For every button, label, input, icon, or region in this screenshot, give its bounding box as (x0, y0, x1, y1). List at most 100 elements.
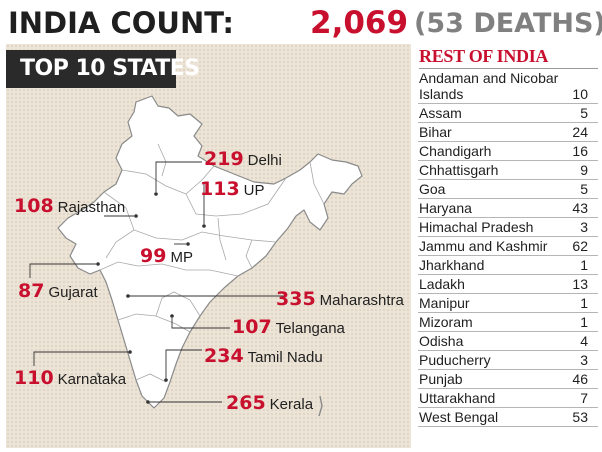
callout-kerala: 265 Kerala (226, 392, 313, 414)
list-item: Chhattisgarh 9 (418, 161, 598, 180)
marker-mp (186, 242, 190, 246)
list-item: Odisha 4 (418, 332, 598, 351)
state-count: 7 (580, 390, 588, 406)
list-item: Andaman and Nicobar Islands 10 (418, 69, 598, 104)
list-item: Uttarakhand 7 (418, 389, 598, 408)
state-name: Bihar (419, 124, 452, 140)
state-count: 3 (580, 219, 588, 235)
maharashtra-label: Maharashtra (319, 292, 404, 309)
tamilnadu-label: Tamil Nadu (247, 349, 323, 366)
maharashtra-count: 335 (276, 288, 316, 310)
list-item: Manipur 1 (418, 294, 598, 313)
list-item: Jharkhand 1 (418, 256, 598, 275)
mp-label: MP (170, 249, 193, 266)
state-count: 1 (580, 295, 588, 311)
kerala-label: Kerala (269, 396, 314, 413)
state-count: 13 (572, 276, 588, 292)
up-count: 113 (200, 178, 240, 200)
state-count: 46 (572, 371, 588, 387)
state-count: 10 (572, 86, 588, 102)
callout-maharashtra: 335 Maharashtra (276, 288, 404, 310)
state-name: Jharkhand (419, 257, 485, 273)
list-item: Ladakh 13 (418, 275, 598, 294)
list-item: Haryana 43 (418, 199, 598, 218)
rajasthan-label: Rajasthan (57, 199, 126, 216)
marker-up (202, 224, 206, 228)
marker-rajasthan (134, 214, 138, 218)
marker-karnataka (128, 350, 132, 354)
karnataka-label: Karnataka (57, 371, 127, 388)
state-count: 9 (580, 162, 588, 178)
andaman-islands (318, 395, 323, 417)
header: INDIA COUNT: 2,069 (53 DEATHS) (6, 4, 602, 42)
state-count: 5 (580, 105, 588, 121)
callout-mp: 99 MP (140, 245, 193, 267)
state-borders (99, 143, 325, 383)
state-name: West Bengal (419, 409, 499, 425)
tamilnadu-count: 234 (204, 345, 244, 367)
leader-tamilnadu (165, 349, 202, 378)
state-name: Manipur (419, 295, 470, 311)
state-name: Odisha (419, 333, 464, 349)
state-name: Punjab (419, 371, 463, 387)
callout-gujarat: 87 Gujarat (18, 280, 98, 302)
state-count: 53 (572, 409, 588, 425)
lakshadweep (96, 372, 100, 376)
leader-telangana (171, 318, 230, 329)
india-map (29, 95, 363, 417)
marker-kerala (146, 400, 150, 404)
state-count: 24 (572, 124, 588, 140)
delhi-count: 219 (204, 148, 244, 170)
total-cases: 2,069 (310, 5, 409, 41)
state-name: Puducherry (419, 352, 491, 368)
state-name: Andaman and Nicobar Islands (419, 70, 559, 102)
callout-karnataka: 110 Karnataka (14, 367, 126, 389)
leader-gujarat (29, 263, 96, 278)
karnataka-count: 110 (14, 367, 54, 389)
callout-up: 113 UP (200, 178, 265, 200)
top-states-banner: TOP 10 STATES (6, 50, 200, 88)
rest-of-india-list: Andaman and Nicobar Islands 10 Assam 5 Bihar… (418, 69, 598, 427)
leader-delhi (155, 161, 202, 192)
rajasthan-count: 108 (14, 195, 54, 217)
callout-tamilnadu: 234 Tamil Nadu (204, 345, 323, 367)
state-count: 62 (572, 238, 588, 254)
rest-of-india-title: REST OF INDIA (419, 44, 598, 69)
state-name: Ladakh (419, 276, 465, 292)
state-count: 1 (580, 257, 588, 273)
gujarat-label: Gujarat (48, 284, 98, 301)
state-name: Haryana (419, 200, 472, 216)
callout-rajasthan: 108 Rajasthan (14, 195, 125, 217)
list-item: Goa 5 (418, 180, 598, 199)
mp-count: 99 (140, 245, 167, 267)
callout-delhi: 219 Delhi (204, 148, 282, 170)
list-item: Punjab 46 (418, 370, 598, 389)
page-title: INDIA COUNT: (8, 6, 235, 40)
up-label: UP (243, 182, 265, 199)
delhi-label: Delhi (247, 152, 282, 169)
marker-gujarat (96, 262, 100, 266)
state-count: 1 (580, 314, 588, 330)
state-name: Mizoram (419, 314, 473, 330)
rest-of-india-panel: REST OF INDIA Andaman and Nicobar Island… (418, 44, 598, 448)
list-item: Mizoram 1 (418, 313, 598, 332)
kerala-count: 265 (226, 392, 266, 414)
state-name: Chhattisgarh (419, 162, 499, 178)
marker-delhi (154, 192, 158, 196)
marker-maharashtra (126, 294, 130, 298)
state-name: Chandigarh (419, 143, 492, 159)
state-count: 5 (580, 181, 588, 197)
state-count: 3 (580, 352, 588, 368)
state-name: Jammu and Kashmir (419, 238, 548, 254)
list-item: West Bengal 53 (418, 408, 598, 427)
list-item: Chandigarh 16 (418, 142, 598, 161)
marker-telangana (170, 314, 174, 318)
marker-tamilnadu (164, 378, 168, 382)
location-markers (96, 192, 206, 404)
state-name: Assam (419, 105, 462, 121)
state-name: Himachal Pradesh (419, 219, 534, 235)
state-name: Uttarakhand (419, 390, 496, 406)
state-name: Goa (419, 181, 446, 197)
list-item: Puducherry 3 (418, 351, 598, 370)
leader-karnataka (33, 351, 128, 366)
